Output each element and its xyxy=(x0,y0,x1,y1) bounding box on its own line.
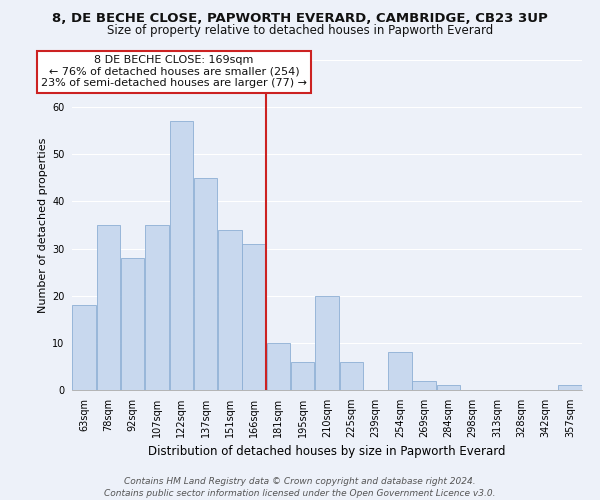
Bar xyxy=(97,225,120,390)
Bar xyxy=(437,386,460,390)
Bar xyxy=(145,225,169,390)
Bar xyxy=(218,230,242,390)
Bar xyxy=(291,362,314,390)
X-axis label: Distribution of detached houses by size in Papworth Everard: Distribution of detached houses by size … xyxy=(148,446,506,458)
Bar xyxy=(121,258,145,390)
Bar xyxy=(558,386,581,390)
Bar xyxy=(315,296,339,390)
Bar xyxy=(388,352,412,390)
Bar xyxy=(170,122,193,390)
Bar xyxy=(412,380,436,390)
Text: 8 DE BECHE CLOSE: 169sqm
← 76% of detached houses are smaller (254)
23% of semi-: 8 DE BECHE CLOSE: 169sqm ← 76% of detach… xyxy=(41,55,307,88)
Text: Size of property relative to detached houses in Papworth Everard: Size of property relative to detached ho… xyxy=(107,24,493,37)
Text: Contains HM Land Registry data © Crown copyright and database right 2024.
Contai: Contains HM Land Registry data © Crown c… xyxy=(104,476,496,498)
Bar xyxy=(242,244,266,390)
Bar xyxy=(266,343,290,390)
Bar xyxy=(340,362,363,390)
Y-axis label: Number of detached properties: Number of detached properties xyxy=(38,138,48,312)
Bar xyxy=(194,178,217,390)
Text: 8, DE BECHE CLOSE, PAPWORTH EVERARD, CAMBRIDGE, CB23 3UP: 8, DE BECHE CLOSE, PAPWORTH EVERARD, CAM… xyxy=(52,12,548,26)
Bar xyxy=(73,305,96,390)
